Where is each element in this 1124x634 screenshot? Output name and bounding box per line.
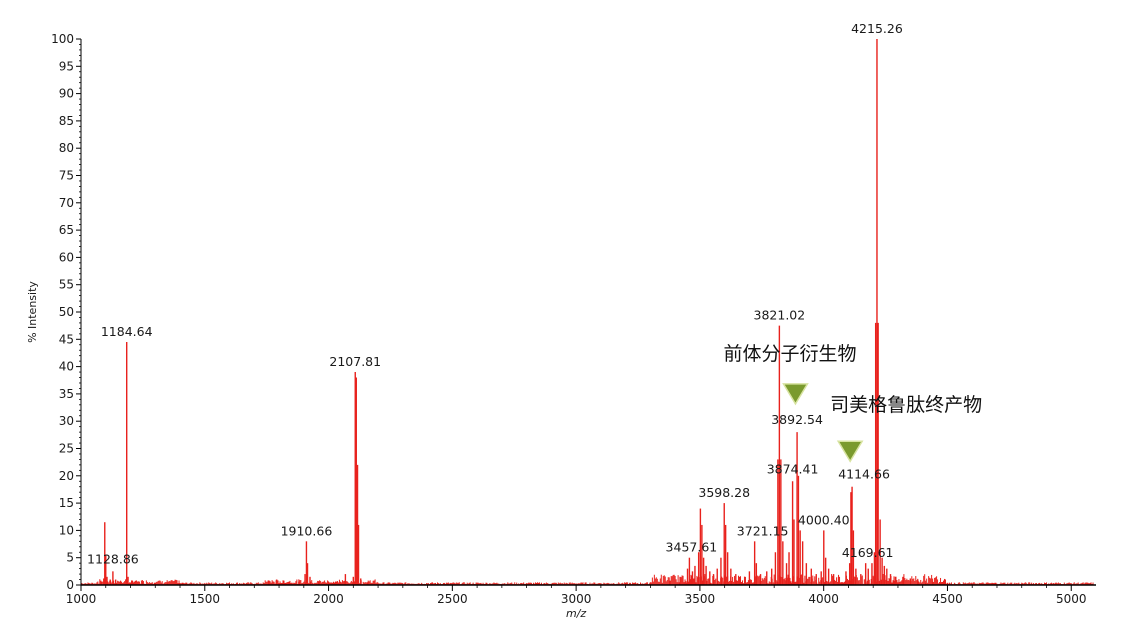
- y-tick-label: 10: [59, 523, 74, 537]
- x-tick-label: 5000: [1056, 592, 1087, 606]
- y-tick-label: 0: [66, 578, 74, 592]
- peak-labels: 4215.26 1184.64 2107.81 1128.86 1910.66 3821.…: [87, 21, 903, 566]
- x-tick-label: 2500: [437, 592, 468, 606]
- y-axis-label: % Intensity: [26, 281, 39, 343]
- y-tick-label: 40: [59, 360, 74, 374]
- y-tick-label: 25: [59, 442, 74, 456]
- triangle-marker-icon: [836, 440, 864, 463]
- x-tick-label: 3000: [561, 592, 592, 606]
- peak-label: 4215.26: [851, 21, 903, 36]
- peak-label: 1128.86: [87, 551, 139, 566]
- y-tick-label: 75: [59, 169, 74, 183]
- peak-label: 1184.64: [101, 324, 153, 339]
- peak-label: 3874.41: [767, 461, 819, 476]
- y-tick-label: 5: [66, 551, 74, 565]
- y-tick-label: 55: [59, 278, 74, 292]
- y-tick-label: 45: [59, 332, 74, 346]
- y-tick-label: 70: [59, 196, 74, 210]
- peak-label: 1910.66: [281, 523, 333, 538]
- y-tick-label: 80: [59, 141, 74, 155]
- peak-label: 3821.02: [754, 308, 806, 323]
- x-tick-label: 1000: [66, 592, 97, 606]
- x-tick-label: 4500: [932, 592, 963, 606]
- peak-label: 3892.54: [771, 412, 823, 427]
- peak-label: 4114.66: [838, 467, 890, 482]
- peak-label: 3598.28: [698, 485, 750, 500]
- y-tick-label: 95: [59, 59, 74, 73]
- x-axis-ticks: 1000 1500 2000 2500 3000 3500 4000 4500 5000: [66, 585, 1087, 606]
- triangle-marker-icon: [782, 383, 809, 406]
- axes: [80, 39, 1096, 586]
- y-tick-label: 60: [59, 250, 74, 264]
- plot-area: [80, 39, 1094, 585]
- x-axis-label: m/z: [566, 607, 586, 620]
- peak-label: 3457.61: [666, 540, 718, 555]
- y-axis-ticks: 0 5 10 15 20 25 30 35 40 45 50 55 60 65 70 75 80 85 90 95 10…: [51, 32, 81, 592]
- y-tick-label: 90: [59, 87, 74, 101]
- annotation-label: 司美格鲁肽终产物: [830, 394, 982, 416]
- y-tick-label: 30: [59, 414, 74, 428]
- peak-label: 4169.61: [842, 545, 894, 560]
- x-tick-label: 3500: [685, 592, 716, 606]
- peak-label: 3721.15: [737, 523, 789, 538]
- x-tick-label: 4000: [808, 592, 839, 606]
- x-tick-label: 1500: [190, 592, 221, 606]
- x-tick-label: 2000: [313, 592, 344, 606]
- peak-label: 4000.40: [798, 512, 850, 527]
- y-tick-label: 85: [59, 114, 74, 128]
- annotation-label: 前体分子衍生物: [723, 343, 856, 365]
- y-tick-label: 35: [59, 387, 74, 401]
- y-tick-label: 15: [59, 496, 74, 510]
- y-tick-label: 50: [59, 305, 74, 319]
- y-tick-label: 65: [59, 223, 74, 237]
- y-tick-label: 20: [59, 469, 74, 483]
- peak-label: 2107.81: [329, 354, 381, 369]
- y-tick-label: 100: [51, 32, 74, 46]
